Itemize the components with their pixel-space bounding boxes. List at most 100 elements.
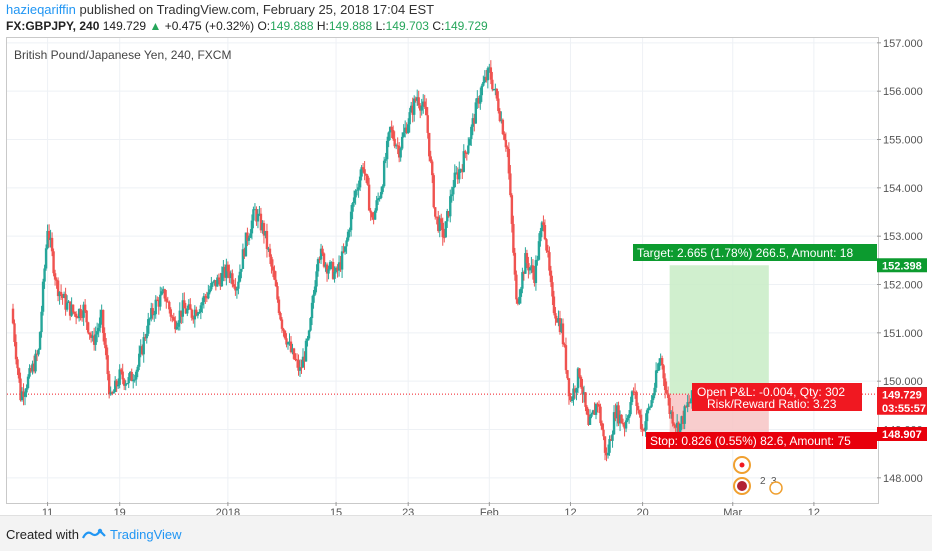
candle-body <box>429 156 432 162</box>
candle-body <box>617 405 620 424</box>
candle-body <box>291 348 294 353</box>
candle-body <box>306 338 309 341</box>
candle-body <box>687 402 691 404</box>
created-with-text: Created with <box>6 527 79 542</box>
candle-body <box>422 101 425 107</box>
candle-body <box>259 213 263 231</box>
event-marker-icon <box>769 481 783 495</box>
candle-body <box>518 296 521 304</box>
candle-body <box>399 148 402 158</box>
candle-body <box>650 400 653 407</box>
candle-body <box>186 308 189 314</box>
candle-body <box>545 239 548 251</box>
candle-body <box>28 368 31 377</box>
candle-body <box>522 272 526 274</box>
candle-body <box>449 196 452 217</box>
open-value: 149.888 <box>270 19 314 33</box>
candle-body <box>253 209 257 211</box>
candle-body <box>459 169 462 171</box>
candle-body <box>340 251 344 270</box>
candle-body <box>138 353 141 367</box>
candle-body <box>582 392 586 395</box>
candle-body <box>626 418 629 421</box>
candle-body <box>431 161 434 176</box>
price-chart[interactable]: 148.000149.000150.000151.000152.000153.0… <box>0 0 932 515</box>
candle-body <box>378 197 381 199</box>
candle-body <box>82 304 85 318</box>
candle-body <box>482 81 485 86</box>
candle-body <box>414 98 417 101</box>
candle-body <box>139 346 142 354</box>
candle-body <box>231 273 234 285</box>
candle-body <box>261 223 264 231</box>
candle-body <box>29 368 33 372</box>
tradingview-logo-icon[interactable] <box>82 527 106 541</box>
candle-body <box>228 271 231 278</box>
candle-body <box>461 169 464 172</box>
tradingview-link[interactable]: TradingView <box>110 527 182 542</box>
candle-body <box>193 309 197 320</box>
candle-body <box>548 252 551 271</box>
candle-body <box>352 197 356 204</box>
candle-body <box>644 421 647 431</box>
author-link[interactable]: hazieqariffin <box>6 2 76 17</box>
candle-body <box>435 216 438 218</box>
candle-body <box>38 332 42 350</box>
candle-body <box>85 310 88 323</box>
candle-body <box>113 380 117 392</box>
candle-body <box>468 138 471 146</box>
candle-body <box>671 411 674 424</box>
candle-body <box>542 222 545 226</box>
candle-body <box>672 423 676 426</box>
high-value: 149.888 <box>328 19 373 33</box>
candle-body <box>349 211 353 231</box>
candle-body <box>373 210 377 220</box>
candle-body <box>223 266 227 278</box>
candle-body <box>14 341 18 360</box>
candle-body <box>597 404 601 407</box>
candle-body <box>133 379 136 381</box>
candle-body <box>497 98 500 112</box>
pnl-label: Open P&L: -0.004, Qty: 302 <box>697 385 845 399</box>
candle-body <box>444 221 447 238</box>
candle-body <box>145 333 148 339</box>
candle-body <box>558 318 562 333</box>
candle-body <box>546 250 550 253</box>
candle-body <box>237 281 240 289</box>
candle-body <box>163 289 166 299</box>
footer-bar <box>0 515 932 551</box>
candle-body <box>394 145 398 147</box>
symbol-label: FX:GBPJPY, 240 <box>6 19 100 33</box>
candle-body <box>388 126 392 133</box>
candle-body <box>569 396 572 401</box>
candle-body <box>506 147 509 149</box>
candle-body <box>354 190 357 198</box>
candle-body <box>180 310 183 317</box>
quote-line: FX:GBPJPY, 240 149.729 ▲ +0.475 (+0.32%)… <box>6 19 488 33</box>
candle-body <box>300 367 303 369</box>
x-tick-label: 12 <box>808 507 820 515</box>
candle-body <box>443 237 446 239</box>
candle-body <box>515 274 518 300</box>
candle-body <box>402 132 405 137</box>
candle-body <box>557 318 560 323</box>
candle-body <box>219 279 222 287</box>
candle-body <box>419 105 422 111</box>
candle-body <box>201 302 204 306</box>
candle-body <box>234 286 237 291</box>
candle-body <box>202 296 206 303</box>
candle-body <box>315 271 318 287</box>
candle-body <box>313 286 317 295</box>
candle-body <box>513 252 517 275</box>
candle-body <box>537 241 541 260</box>
candle-body <box>83 304 87 311</box>
candle-body <box>498 111 502 122</box>
candle-body <box>220 273 224 287</box>
candle-body <box>207 292 210 299</box>
candle-body <box>485 76 488 81</box>
price-tag: 148.907 <box>882 429 922 441</box>
event-badge-count: 2 <box>760 476 766 487</box>
candle-body <box>124 383 127 386</box>
candle-body <box>328 262 332 270</box>
x-tick-label: 12 <box>564 507 576 515</box>
